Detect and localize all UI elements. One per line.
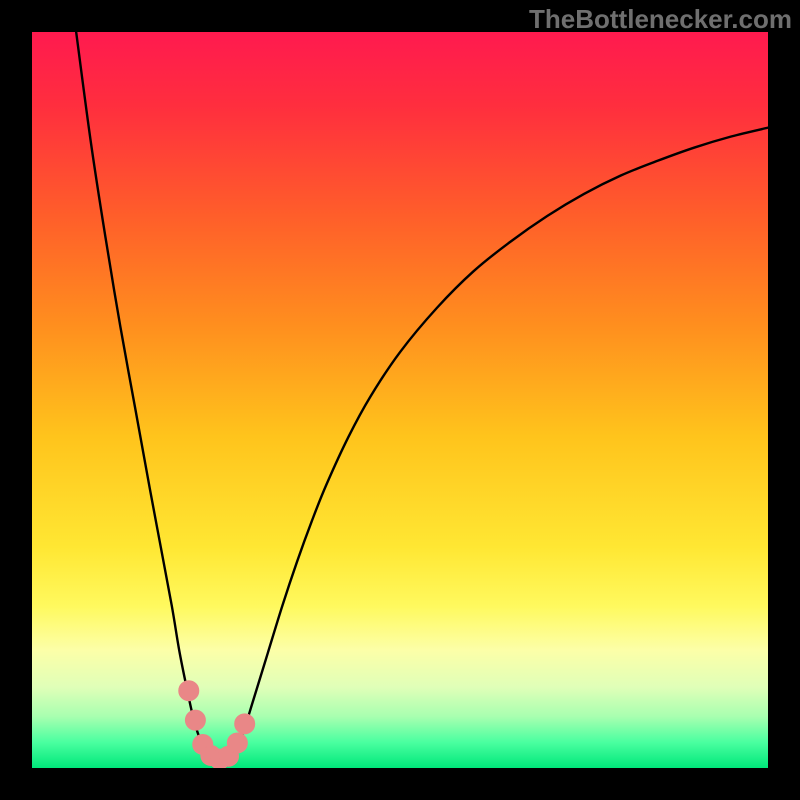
plot-gradient-background (32, 32, 768, 768)
chart-stage: TheBottlenecker.com (0, 0, 800, 800)
watermark-text: TheBottlenecker.com (529, 4, 792, 35)
